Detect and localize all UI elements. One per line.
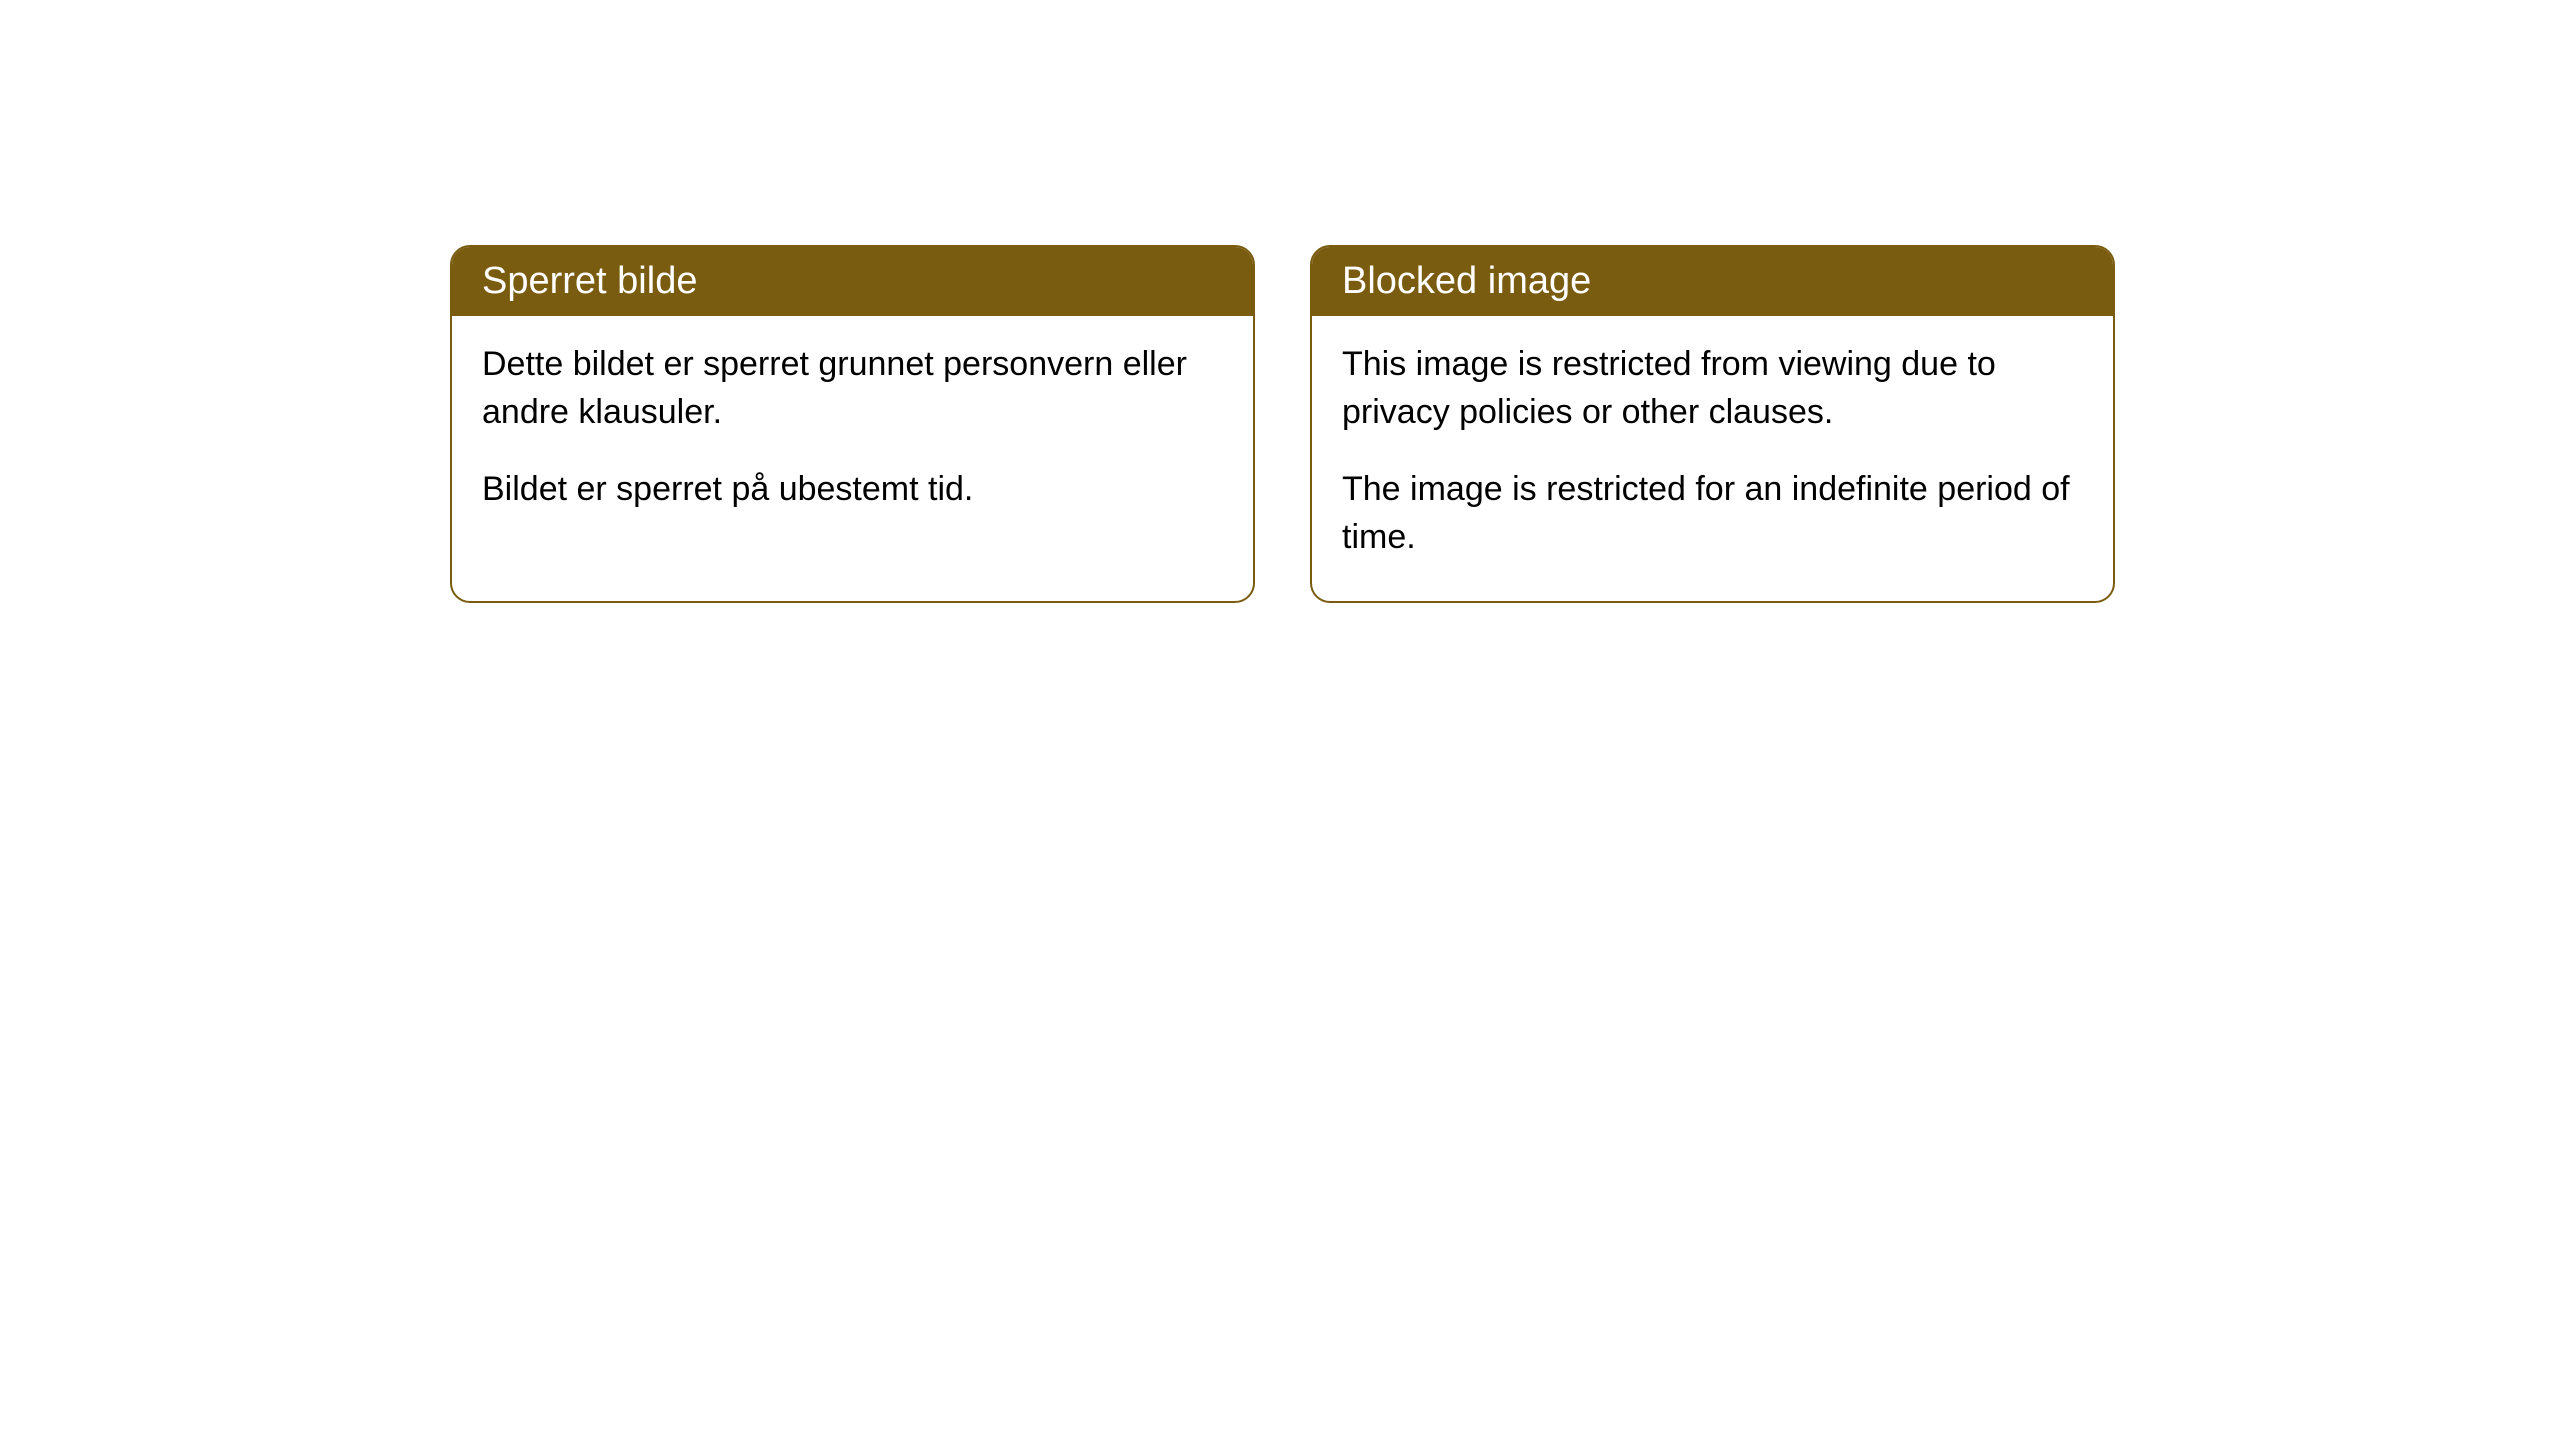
card-paragraph-2-norwegian: Bildet er sperret på ubestemt tid.	[482, 466, 1223, 514]
card-paragraph-2-english: The image is restricted for an indefinit…	[1342, 466, 2083, 561]
card-paragraph-1-norwegian: Dette bildet er sperret grunnet personve…	[482, 341, 1223, 436]
cards-container: Sperret bilde Dette bildet er sperret gr…	[450, 245, 2560, 603]
card-body-norwegian: Dette bildet er sperret grunnet personve…	[452, 316, 1253, 554]
card-english: Blocked image This image is restricted f…	[1310, 245, 2115, 603]
card-paragraph-1-english: This image is restricted from viewing du…	[1342, 341, 2083, 436]
card-body-english: This image is restricted from viewing du…	[1312, 316, 2113, 601]
card-header-english: Blocked image	[1312, 247, 2113, 316]
card-header-norwegian: Sperret bilde	[452, 247, 1253, 316]
card-norwegian: Sperret bilde Dette bildet er sperret gr…	[450, 245, 1255, 603]
